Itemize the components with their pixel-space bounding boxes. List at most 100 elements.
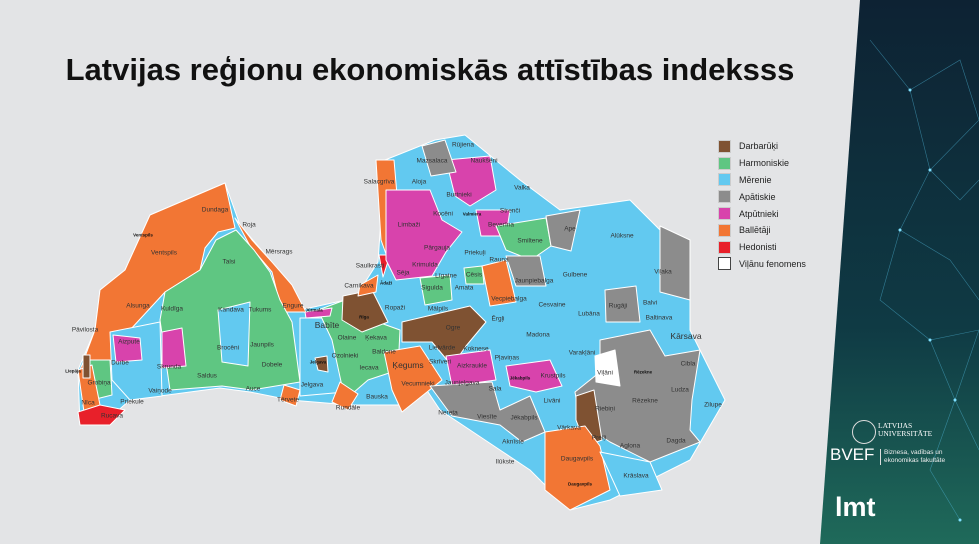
legend-swatch — [718, 223, 731, 237]
municipality-label: Aizpute — [118, 338, 140, 346]
municipality-label: Viļaka — [654, 268, 672, 276]
municipality-label: Tukums — [248, 306, 272, 314]
municipality-label: Krustpils — [540, 372, 566, 380]
region-merenie — [599, 451, 663, 497]
legend-item-balletaji: Ballētāji — [718, 222, 806, 239]
municipality-label: Kārsava — [670, 331, 702, 341]
legend-label: Ballētāji — [739, 225, 771, 236]
municipality-label: Mazsalaca — [416, 157, 448, 165]
region-balletaji — [331, 381, 359, 411]
municipality-label: Ventspils — [133, 232, 153, 238]
municipality-label: Jēkabpils — [510, 414, 538, 422]
region-balletaji — [383, 345, 443, 413]
legend-swatch — [718, 173, 731, 187]
legend-item-apatiskie: Apātiskie — [718, 188, 806, 205]
municipality-label: Liepāja — [65, 368, 81, 374]
faculty-abbreviation: BVEF — [830, 445, 875, 464]
municipality-label: Zilupe — [704, 401, 722, 409]
municipality-label: Jelgava — [300, 381, 324, 389]
municipality-label: Vaiņode — [148, 387, 172, 395]
municipality-label: Preiļi — [591, 434, 607, 442]
region-atputnieki — [505, 359, 563, 393]
legend-item-darbaruki: Darbarūķi — [718, 138, 806, 155]
municipality-label: Pārgauja — [423, 244, 451, 252]
region-apatiskie — [421, 139, 457, 177]
legend-item-atputnieki: Atpūtnieki — [718, 205, 806, 222]
municipality-label: Riebiņi — [595, 405, 615, 413]
municipality-label: Vārkava — [557, 424, 581, 432]
legend-item-merenie: Mērenie — [718, 172, 806, 189]
municipality-label: Ozolnieki — [331, 352, 359, 360]
municipality-label: Kuldīga — [160, 305, 184, 313]
region-balletaji — [544, 425, 611, 511]
municipality-label: Jēkabpils — [509, 375, 531, 381]
municipality-label: Ķekava — [365, 334, 387, 342]
municipality-label: Valka — [514, 184, 530, 192]
municipality-label: Rugāji — [608, 302, 628, 310]
municipality-label: Lubāna — [578, 310, 600, 318]
municipality-label: Varakļāni — [568, 349, 596, 357]
municipality-label: Saulkrasti — [355, 262, 385, 270]
region-hedonisti — [77, 404, 126, 426]
region-apatiskie — [659, 225, 691, 301]
municipality-label: Nereta — [438, 409, 458, 417]
region-harmoniskie — [495, 217, 552, 261]
municipality-label: Dobele — [261, 361, 283, 369]
legend-swatch — [718, 190, 731, 204]
region-atputnieki — [304, 307, 333, 319]
municipality-label: Baldone — [372, 348, 396, 356]
municipality-label: Daugavpils — [567, 481, 593, 487]
municipality-label: Tērvete — [276, 396, 300, 404]
municipality-label: Kocēni — [433, 210, 453, 218]
municipality-label: Saldus — [197, 372, 217, 380]
legend-item-hedonisti: Hedonisti — [718, 239, 806, 256]
municipality-label: Rundāle — [335, 404, 361, 412]
municipality-label: Ape — [564, 225, 576, 233]
university-name: LATVIJAS UNIVERSITĀTE — [878, 421, 933, 438]
legend: Darbarūķi Harmoniskie Mērenie Apātiskie … — [718, 138, 806, 272]
municipality-label: Olaine — [337, 334, 357, 342]
municipality-label: Ilūkste — [495, 458, 515, 466]
municipality-label: Jaunjelgava — [444, 379, 480, 387]
municipality-label: Talsi — [222, 258, 236, 266]
municipality-label: Sēja — [396, 269, 410, 277]
municipality-label: Gulbene — [562, 271, 588, 279]
municipality-label: Priekule — [120, 398, 144, 406]
municipality-label: Livāni — [543, 397, 561, 405]
region-atputnieki — [385, 189, 463, 281]
legend-label: Harmoniskie — [739, 158, 790, 169]
municipality-label: Rēzekne — [633, 369, 653, 375]
municipality-label: Sala — [488, 385, 502, 393]
region-merenie — [217, 301, 251, 367]
region-apatiskie — [545, 209, 581, 252]
municipality-label: Rūjiena — [451, 141, 475, 149]
municipality-label: Ludza — [671, 386, 689, 394]
municipality-label: Ogre — [445, 324, 461, 332]
region-apatiskie — [604, 285, 641, 323]
municipality-label: Rīga — [359, 314, 369, 320]
municipality-label: Nīca — [81, 399, 95, 407]
region-apatiskie — [505, 255, 547, 287]
region-balletaji — [357, 274, 379, 297]
municipality-label: Limbaži — [397, 221, 421, 229]
municipality-label: Balvi — [642, 299, 658, 307]
municipality-label: Cesvaine — [538, 301, 566, 309]
legend-swatch — [718, 139, 731, 153]
municipality-label: Cēsis — [465, 271, 483, 279]
legend-label: Hedonisti — [739, 242, 777, 253]
municipality-label: Krāslava — [623, 472, 649, 480]
legend-label: Atpūtnieki — [739, 208, 779, 219]
legend-label: Mērenie — [739, 174, 772, 185]
municipality-label: Ropaži — [384, 304, 406, 312]
region-atputnieki — [112, 334, 143, 363]
legend-swatch — [718, 257, 731, 271]
municipality-label: Strenči — [499, 207, 521, 215]
municipality-label: Aizkraukle — [457, 362, 487, 370]
legend-swatch — [718, 207, 731, 221]
municipality-label: Jaunpiebalga — [514, 277, 554, 285]
legend-label: Viļānu fenomens — [739, 258, 806, 269]
legend-label: Darbarūķi — [739, 141, 779, 152]
municipality-label: Koknese — [463, 345, 489, 353]
municipality-label: Dundaga — [201, 206, 229, 214]
